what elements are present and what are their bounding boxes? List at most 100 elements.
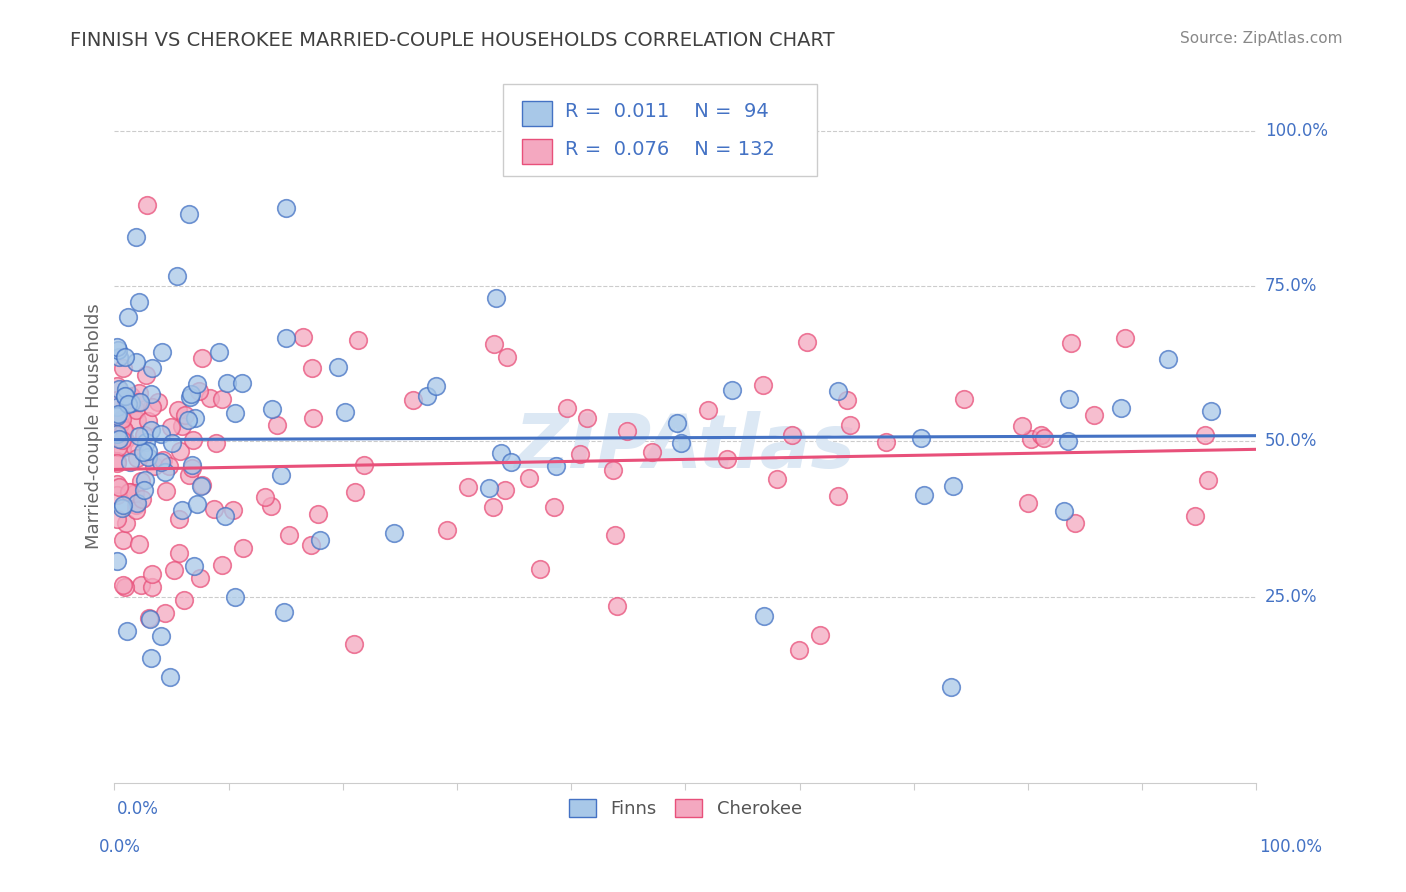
Point (942, 478, 965, 492)
Point (107, 343, 129, 358)
Point (105, 409, 128, 424)
Point (208, 344, 231, 359)
Point (114, 580, 136, 594)
Point (125, 230, 148, 244)
Point (837, 393, 859, 408)
Point (299, 538, 322, 552)
Point (787, 643, 810, 657)
Point (302, 411, 325, 425)
Point (274, 201, 297, 215)
Point (136, 414, 159, 428)
Point (115, 624, 138, 639)
Point (204, 436, 226, 450)
Point (129, 394, 152, 409)
Point (112, 361, 135, 376)
Point (120, 454, 142, 468)
Text: Source: ZipAtlas.com: Source: ZipAtlas.com (1180, 31, 1343, 46)
Point (132, 444, 155, 458)
Point (155, 465, 177, 479)
Point (110, 417, 132, 431)
Point (1157, 351, 1180, 366)
Point (517, 470, 540, 484)
Point (457, 480, 479, 494)
Point (333, 405, 356, 419)
Text: R =  0.011    N =  94: R = 0.011 N = 94 (565, 102, 769, 121)
Legend: Finns, Cherokee: Finns, Cherokee (562, 792, 808, 825)
Point (326, 360, 349, 375)
Point (697, 403, 720, 417)
Point (150, 427, 173, 442)
Point (139, 612, 162, 626)
Point (259, 500, 281, 514)
Y-axis label: Married-couple Households: Married-couple Households (86, 303, 103, 549)
Text: FINNISH VS CHEROKEE MARRIED-COUPLE HOUSEHOLDS CORRELATION CHART: FINNISH VS CHEROKEE MARRIED-COUPLE HOUSE… (70, 31, 835, 50)
Point (1197, 473, 1219, 487)
Point (159, 419, 181, 434)
FancyBboxPatch shape (503, 84, 817, 176)
Point (135, 368, 157, 383)
Text: 25.0%: 25.0% (1265, 588, 1317, 606)
Point (108, 480, 131, 494)
Point (543, 500, 565, 515)
Point (166, 268, 188, 283)
Point (125, 413, 148, 427)
Point (117, 397, 139, 411)
Point (641, 444, 664, 458)
Point (273, 605, 295, 619)
Point (616, 425, 638, 439)
Point (122, 439, 145, 453)
Point (425, 378, 447, 392)
Point (177, 206, 200, 220)
Point (152, 453, 174, 467)
Point (138, 611, 160, 625)
Point (141, 361, 163, 376)
Point (191, 351, 214, 365)
Point (114, 389, 136, 403)
Point (484, 336, 506, 351)
Point (606, 599, 628, 614)
Point (105, 453, 128, 467)
Point (111, 412, 134, 426)
Point (160, 436, 183, 450)
Point (939, 680, 962, 694)
Point (179, 467, 201, 482)
Point (108, 350, 131, 364)
Point (546, 458, 568, 473)
Point (190, 479, 212, 493)
Point (188, 384, 211, 399)
Point (105, 488, 128, 502)
Point (224, 590, 246, 604)
Point (127, 395, 149, 409)
Point (142, 459, 165, 474)
Point (146, 395, 169, 409)
Point (416, 389, 439, 403)
Point (128, 429, 150, 443)
Point (115, 382, 138, 396)
Point (827, 384, 849, 398)
Point (499, 455, 522, 469)
Point (120, 395, 142, 409)
Point (179, 391, 201, 405)
Point (232, 541, 254, 556)
Text: 100.0%: 100.0% (1258, 838, 1322, 856)
Point (186, 497, 208, 511)
Point (184, 410, 207, 425)
Point (301, 360, 323, 375)
Point (125, 499, 148, 513)
Point (111, 441, 134, 455)
Point (107, 511, 129, 525)
Point (716, 452, 738, 467)
Point (118, 484, 141, 499)
Point (169, 443, 191, 458)
Point (180, 460, 202, 475)
Point (353, 458, 375, 472)
Point (231, 376, 253, 390)
Point (186, 377, 208, 392)
Point (1184, 508, 1206, 523)
Point (105, 392, 128, 407)
Point (155, 607, 177, 621)
Point (202, 501, 225, 516)
Point (751, 378, 773, 392)
Point (291, 329, 314, 343)
Point (575, 411, 598, 425)
